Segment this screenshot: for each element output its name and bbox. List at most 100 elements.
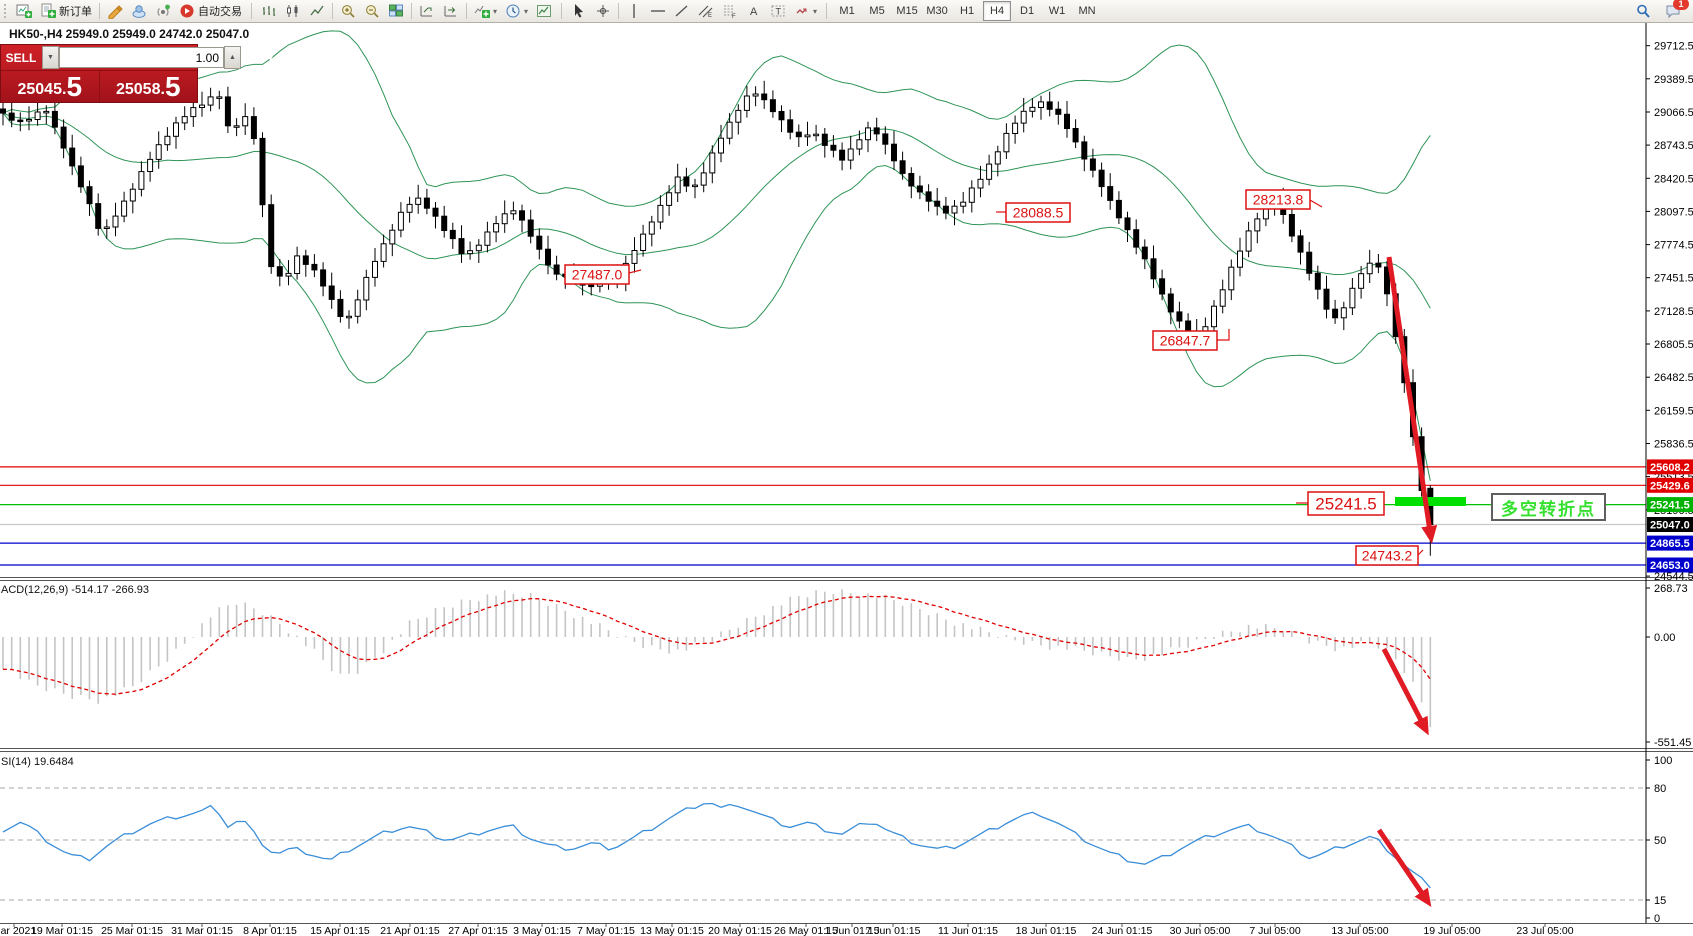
timeframe-button-M5[interactable]: M5	[869, 5, 885, 17]
fibonacci-icon[interactable]: F	[718, 1, 742, 21]
chart-shift-icon[interactable]	[439, 1, 463, 21]
volume-input[interactable]	[59, 47, 224, 68]
main-toolbar: 新订单 自动交易 ▾ ▾ E F A T	[0, 0, 1693, 23]
time-axis-label: 8 Apr 01:15	[243, 925, 297, 936]
channel-icon[interactable]: E	[694, 1, 718, 21]
macd-axis-tick: -551.45	[1654, 737, 1691, 749]
timeframe-button-M30[interactable]: M30	[926, 5, 948, 17]
svg-text:25241.5: 25241.5	[1650, 500, 1690, 512]
y-axis-tick: 28097.5	[1654, 206, 1693, 218]
time-axis-label: 30 Jun 05:00	[1170, 925, 1231, 936]
auto-trading-button[interactable]: 自动交易	[175, 1, 246, 21]
trend-arrow-2[interactable]	[1376, 828, 1432, 907]
signal-button[interactable]	[151, 1, 175, 21]
notification-badge: 1	[1673, 0, 1689, 10]
new-order-button[interactable]: 新订单	[36, 1, 96, 21]
toolbar-right-group: 1	[1631, 0, 1693, 21]
auto-scroll-icon[interactable]	[415, 1, 439, 21]
svg-text:28088.5: 28088.5	[1013, 205, 1064, 221]
tile-windows-icon[interactable]	[384, 1, 408, 21]
time-axis-label: 24 Jun 01:15	[1092, 925, 1153, 936]
macd-histogram	[2, 589, 1432, 728]
y-axis-tick: 28420.5	[1654, 173, 1693, 185]
text-label-icon[interactable]: T	[766, 1, 790, 21]
time-axis[interactable]: Mar 2021 19 Mar 01:15 25 Mar 01:15 31 Ma…	[0, 923, 1574, 936]
time-axis-label: 7 May 01:15	[577, 925, 635, 936]
templates-icon[interactable]	[532, 1, 556, 21]
timeframe-button-D1[interactable]: D1	[1020, 5, 1035, 17]
toolbar-separator	[251, 3, 252, 19]
trend-arrows[interactable]	[1376, 256, 1438, 907]
sell-price[interactable]: 25045. 5	[1, 71, 100, 102]
toolbar-group-drawing: E F A T ▾	[565, 0, 823, 22]
y-axis-tick: 29389.5	[1654, 74, 1693, 86]
callout-28213.8[interactable]: 28213.8	[1245, 189, 1323, 210]
callout-26847.7[interactable]: 26847.7	[1152, 329, 1230, 351]
rsi-indicator-label: SI(14) 19.6484	[1, 756, 74, 768]
text-icon[interactable]: A	[742, 1, 766, 21]
crayon-button[interactable]	[103, 1, 127, 21]
zoom-in-icon[interactable]	[336, 1, 360, 21]
svg-text:25047.0: 25047.0	[1650, 520, 1690, 532]
publish-button[interactable]	[127, 1, 151, 21]
periods-icon[interactable]: ▾	[501, 1, 532, 21]
timeframe-button-W1[interactable]: W1	[1048, 5, 1066, 17]
y-axis-tick: 26482.5	[1654, 372, 1693, 384]
green-highlight-bar[interactable]	[1395, 497, 1466, 506]
toolbar-grip[interactable]	[4, 4, 10, 18]
svg-text:F: F	[732, 14, 736, 19]
crosshair-icon[interactable]	[591, 1, 615, 21]
indicators-icon[interactable]: ▾	[470, 1, 501, 21]
buy-button[interactable]: BUY	[249, 50, 275, 65]
time-axis-label: 7 Jun 01:15	[866, 925, 921, 936]
time-axis-label: 20 May 01:15	[708, 925, 772, 936]
timeframe-button-MN[interactable]: MN	[1078, 5, 1096, 17]
buy-price[interactable]: 25058. 5	[100, 71, 198, 102]
timeframe-button-M15[interactable]: M15	[896, 5, 918, 17]
chat-icon[interactable]: 1	[1661, 0, 1689, 21]
callout-28088.5[interactable]: 28088.5	[996, 202, 1071, 223]
price-axis[interactable]: 29712.5 29389.5 29066.5 28743.5 28420.5 …	[1646, 41, 1693, 925]
new-chart-button[interactable]	[12, 1, 36, 21]
candlestick-icon[interactable]	[281, 1, 305, 21]
trendline-icon[interactable]	[670, 1, 694, 21]
macd-panel	[2, 589, 1432, 728]
rsi-line	[2, 802, 1431, 889]
timeframe-button-H4[interactable]: H4	[983, 1, 1012, 21]
svg-text:24743.2: 24743.2	[1362, 548, 1413, 564]
price-callouts[interactable]: 27487.0 28088.5 28213.8 26847.7 25241.5 …	[564, 189, 1424, 566]
callout-24743.2[interactable]: 24743.2	[1355, 545, 1424, 566]
sell-button[interactable]: SELL	[5, 50, 37, 65]
annotation-text-box[interactable]: 多空转折点	[1491, 493, 1606, 521]
trend-arrow-1[interactable]	[1381, 647, 1429, 736]
volume-increase-button[interactable]: ▲	[224, 46, 241, 69]
horizontal-line-icon[interactable]	[646, 1, 670, 21]
candlesticks	[0, 80, 1434, 556]
time-axis-label: 13 May 01:15	[640, 925, 704, 936]
line-chart-icon[interactable]	[305, 1, 329, 21]
bar-chart-icon[interactable]	[257, 1, 281, 21]
volume-decrease-button[interactable]: ▼	[42, 46, 59, 69]
vertical-line-icon[interactable]	[622, 1, 646, 21]
y-axis-tag-24865.5: 24865.5	[1647, 535, 1693, 551]
arrows-icon[interactable]: ▾	[790, 1, 821, 21]
callout-27487.0[interactable]: 27487.0	[564, 264, 642, 285]
zoom-out-icon[interactable]	[360, 1, 384, 21]
timeframe-button-M1[interactable]: M1	[839, 5, 855, 17]
callout-25241.5[interactable]: 25241.5	[1296, 491, 1385, 516]
y-axis-tag-25241.5: 25241.5	[1647, 497, 1693, 513]
time-axis-label: 11 Jun 01:15	[938, 925, 998, 936]
y-axis-tag-25608.2: 25608.2	[1647, 459, 1693, 475]
trend-arrow-0[interactable]	[1386, 256, 1438, 544]
toolbar-group-timeframes: M1 M5 M15 M30 H1 H4 D1 W1 MN	[830, 0, 1104, 22]
cursor-icon[interactable]	[567, 1, 591, 21]
y-axis-tag-24653.0: 24653.0	[1647, 557, 1693, 573]
timeframe-button-H1[interactable]: H1	[960, 5, 975, 17]
macd-axis-tick: 0.00	[1654, 632, 1675, 644]
search-icon[interactable]	[1631, 1, 1655, 21]
svg-text:28213.8: 28213.8	[1253, 192, 1304, 208]
svg-text:25608.2: 25608.2	[1650, 462, 1690, 474]
new-order-label: 新订单	[59, 6, 92, 18]
